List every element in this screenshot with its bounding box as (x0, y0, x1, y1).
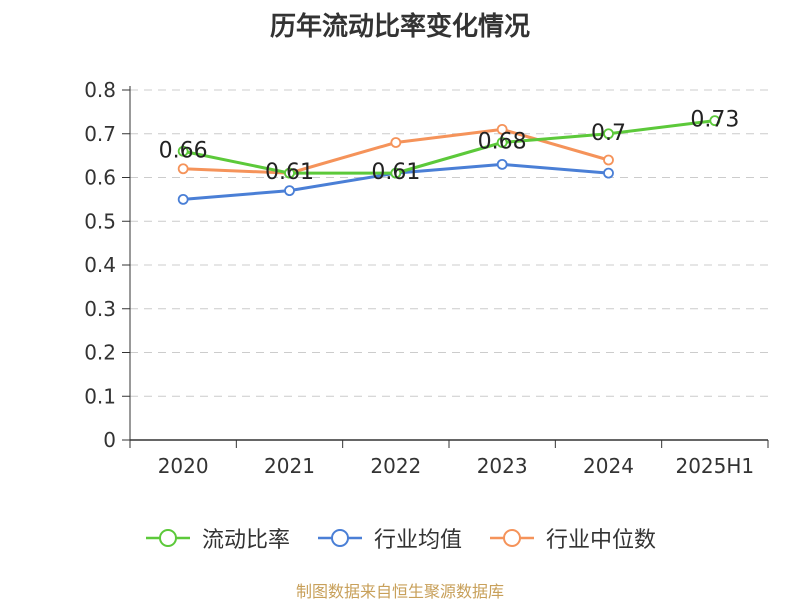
legend-label: 行业中位数 (546, 528, 657, 553)
y-tick-label: 0.5 (84, 209, 116, 233)
data-label: 0.7 (591, 121, 626, 146)
legend-item-1: 流动比率 (144, 522, 290, 554)
legend-item-3: 行业中位数 (488, 522, 656, 554)
data-point-series-1 (496, 137, 508, 148)
legend-label: 流动比率 (201, 528, 290, 553)
x-tick-label: 2020 (158, 454, 209, 478)
data-point-series-1 (603, 128, 614, 140)
chart-title: 历年流动比率变化情况 (269, 12, 530, 42)
y-tick-label: 0.1 (84, 384, 116, 408)
y-tick-label: 0.6 (84, 166, 116, 190)
data-point-series-1 (709, 115, 721, 127)
legend-line-circle-icon (490, 529, 534, 547)
y-tick-label: 0 (103, 428, 116, 452)
data-label: 0.61 (265, 160, 314, 185)
chart-legend: 流动比率 行业均值 行业中位数 (0, 518, 800, 558)
data-point-series-3 (496, 123, 508, 135)
y-tick-label: 0.4 (84, 253, 116, 277)
data-label: 0.61 (371, 160, 420, 185)
data-point-series-1 (390, 167, 402, 179)
x-tick-label: 2022 (370, 454, 421, 478)
data-point-series-2 (496, 158, 508, 170)
y-tick-label: 0.2 (84, 341, 116, 365)
y-tick-label: 0.8 (84, 78, 116, 102)
x-tick-label: 2024 (583, 454, 634, 478)
data-point-series-2 (177, 193, 189, 205)
y-tick-label: 0.7 (84, 122, 116, 146)
data-point-series-1 (177, 145, 189, 157)
data-point-series-2 (603, 167, 614, 179)
legend-item-2: 行业均值 (316, 522, 462, 554)
data-point-series-2 (284, 185, 295, 197)
data-point-series-3 (177, 163, 189, 175)
data-label: 0.68 (478, 130, 527, 155)
legend-label: 行业均值 (373, 528, 462, 553)
data-label: 0.66 (159, 138, 208, 163)
x-tick-label: 2021 (264, 454, 315, 478)
data-label: 0.73 (690, 108, 739, 133)
data-point-series-3 (390, 137, 402, 148)
x-tick-label: 2025H1 (675, 454, 754, 478)
data-source-note: 制图数据来自恒生聚源数据库 (295, 582, 504, 601)
y-tick-label: 0.3 (84, 297, 116, 321)
data-point-series-3 (603, 154, 614, 166)
series-line-1 (182, 119, 716, 175)
data-point-series-1 (284, 167, 295, 179)
x-tick-label: 2023 (477, 454, 528, 478)
legend-line-circle-icon (145, 529, 190, 547)
legend-line-circle-icon (317, 529, 362, 547)
